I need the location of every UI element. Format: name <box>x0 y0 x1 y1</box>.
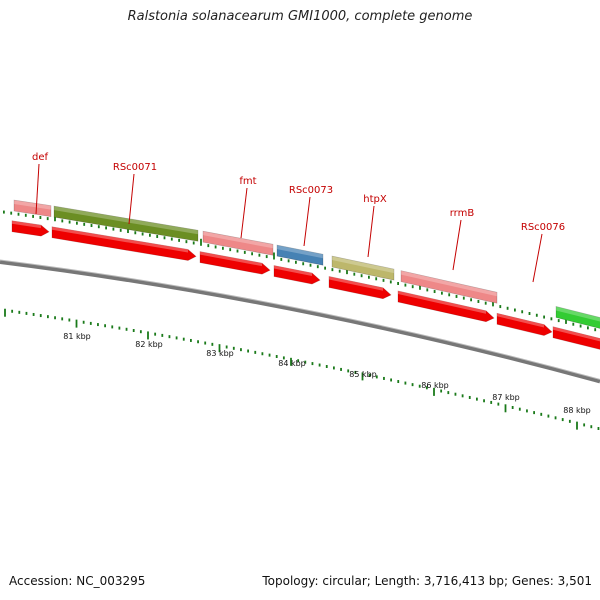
cds-arrow <box>273 265 321 285</box>
cds-arrow <box>199 251 271 275</box>
label-leaders <box>35 163 543 283</box>
cds-arrow <box>51 226 197 261</box>
leader-rrmb <box>452 219 462 271</box>
gene-label-htpx: htpX <box>363 194 387 205</box>
gene-label-rsc0076: RSc0076 <box>521 222 565 233</box>
cds-arrow-shine <box>274 265 312 277</box>
leader-rsc0071 <box>128 173 135 225</box>
gene-label-fmt: fmt <box>239 176 256 187</box>
feature-track <box>13 199 600 329</box>
leader-htpx <box>367 205 375 258</box>
cds-arrow <box>496 312 553 336</box>
feature-band-htpx <box>331 255 395 281</box>
leader-fmt <box>240 187 248 239</box>
cds-arrow-shine <box>329 276 383 291</box>
accession-text: Accession: NC_003295 <box>9 574 146 588</box>
upper-tick-track <box>3 210 597 332</box>
kbp-label: 88 kbp <box>563 406 591 415</box>
feature-band-shine <box>556 306 600 322</box>
cds-arrow-track <box>11 220 600 350</box>
gene-label-def: def <box>32 152 49 163</box>
cds-arrow-shine <box>200 251 262 267</box>
feature-band-rrmb <box>400 270 498 304</box>
feature-band-shine <box>203 231 273 249</box>
gene-label-rsc0071: RSc0071 <box>113 162 157 173</box>
leader-def <box>35 163 40 215</box>
feature-band-shine <box>54 206 198 235</box>
kbp-label: 82 kbp <box>135 340 163 349</box>
cds-arrow-shine <box>52 226 188 253</box>
feature-band-rsc0071 <box>53 205 199 242</box>
gene-label-rsc0073: RSc0073 <box>289 185 333 196</box>
kbp-label: 86 kbp <box>421 381 449 390</box>
kbp-label: 87 kbp <box>492 393 520 402</box>
kbp-labels: 81 kbp 82 kbp 83 kbp 84 kbp 85 kbp 86 kbp 87 k… <box>63 332 591 415</box>
map-title: Ralstonia solanacearum GMI1000, complete… <box>127 9 473 24</box>
feature-band-rsc0076 <box>555 306 600 329</box>
cds-arrow-shine <box>553 326 600 342</box>
backbone-highlight <box>0 259 600 380</box>
feature-band-fmt <box>202 230 274 256</box>
kbp-label: 83 kbp <box>206 349 234 358</box>
kbp-label: 81 kbp <box>63 332 91 341</box>
cds-arrow <box>397 290 495 323</box>
cds-arrow <box>552 326 600 350</box>
genome-backbone <box>0 259 600 384</box>
genome-summary-text: Topology: circular; Length: 3,716,413 bp… <box>262 574 592 588</box>
kbp-label: 85 kbp <box>349 370 377 379</box>
feature-band-shine <box>401 270 497 297</box>
gene-label-rrmb: rrmB <box>450 208 475 219</box>
feature-band-shine <box>277 245 323 259</box>
leader-rsc0076 <box>532 233 543 283</box>
feature-band-shine <box>14 200 51 210</box>
cds-arrow <box>11 220 50 237</box>
kbp-label: 84 kbp <box>278 359 306 368</box>
feature-band-def <box>13 199 52 217</box>
feature-band-rsc0073 <box>276 244 324 266</box>
leader-rsc0073 <box>303 196 311 247</box>
gene-labels: def RSc0071 fmt RSc0073 htpX rrmB RSc0076 <box>32 152 565 233</box>
cds-arrow-shine <box>497 313 544 328</box>
lower-tick-track <box>4 308 600 431</box>
cds-arrow-shine <box>398 290 486 314</box>
cds-arrow <box>328 276 392 300</box>
cds-arrow-shine <box>12 220 41 229</box>
backbone-line <box>0 260 600 384</box>
feature-band-shine <box>332 256 394 274</box>
